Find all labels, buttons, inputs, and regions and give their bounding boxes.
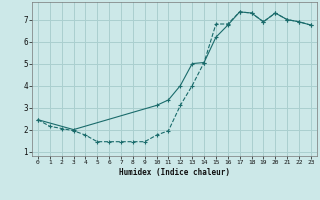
X-axis label: Humidex (Indice chaleur): Humidex (Indice chaleur) <box>119 168 230 177</box>
